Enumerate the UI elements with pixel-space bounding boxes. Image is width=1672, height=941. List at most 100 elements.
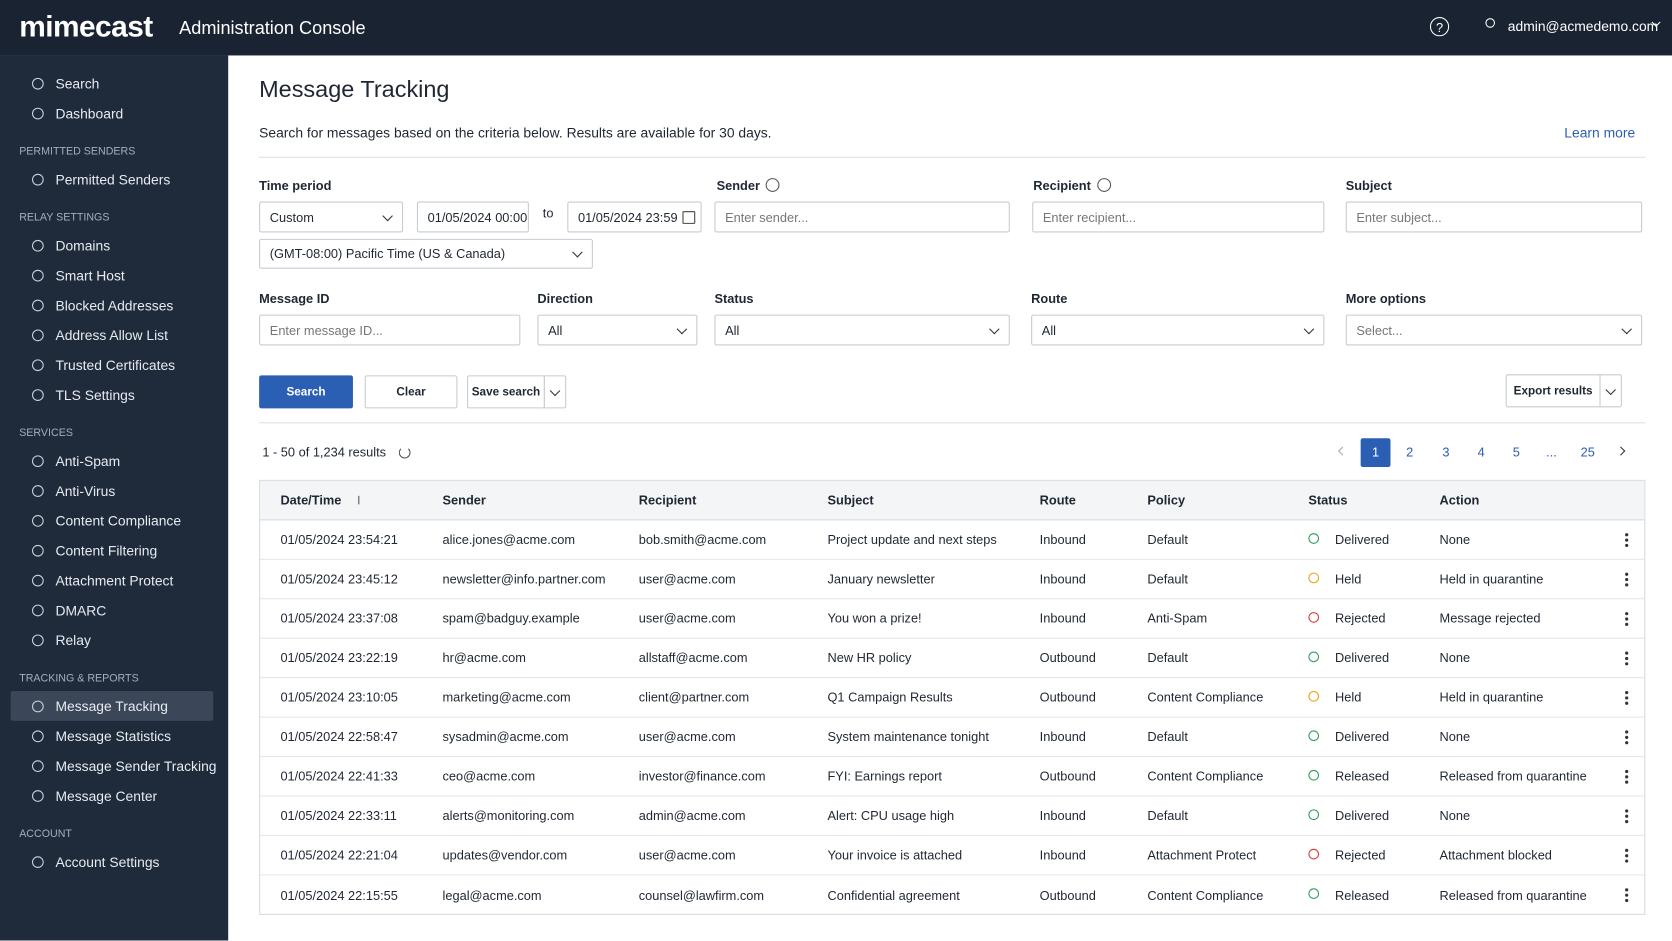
- row-menu[interactable]: [1625, 651, 1629, 667]
- nav-item[interactable]: Dashboard: [11, 98, 214, 128]
- nav-item[interactable]: Trusted Certificates: [11, 350, 214, 380]
- nav-item[interactable]: Content Compliance: [11, 505, 214, 535]
- refresh-icon[interactable]: [398, 446, 411, 459]
- table-row[interactable]: 01/05/2024 23:22:19 hr@acme.com allstaff@a…: [260, 639, 1645, 679]
- field-label: Route: [1031, 291, 1068, 307]
- button[interactable]: [1599, 374, 1622, 408]
- dropdown[interactable]: All: [1031, 314, 1325, 346]
- nav-item[interactable]: Message Center: [11, 781, 214, 811]
- text-input[interactable]: Enter recipient...: [1032, 201, 1325, 233]
- text-input[interactable]: 01/05/2024 23:59: [567, 201, 702, 233]
- table-row[interactable]: 01/05/2024 23:54:21 alice.jones@acme.com b…: [260, 520, 1645, 560]
- status-icon: [1308, 848, 1320, 860]
- table-cell: 01/05/2024 22:41:33: [280, 768, 398, 784]
- nav-item[interactable]: Account Settings: [11, 847, 214, 877]
- row-menu[interactable]: [1625, 533, 1629, 548]
- row-menu[interactable]: [1625, 730, 1629, 745]
- table-cell: Content Compliance: [1147, 887, 1264, 903]
- nav-item[interactable]: Address Allow List: [11, 320, 214, 350]
- table-cell: allstaff@acme.com: [638, 650, 748, 666]
- row-menu[interactable]: [1625, 809, 1629, 824]
- table-row[interactable]: 01/05/2024 22:21:04 updates@vendor.com use…: [260, 836, 1645, 876]
- nav-item[interactable]: Search: [11, 68, 214, 98]
- page-button[interactable]: 3: [1442, 444, 1450, 460]
- nav-item[interactable]: Content Filtering: [11, 535, 214, 565]
- table-cell: None: [1439, 650, 1471, 666]
- page-button[interactable]: 5: [1512, 444, 1520, 460]
- page-button[interactable]: 4: [1477, 444, 1485, 460]
- nav-item[interactable]: Message Sender Tracking: [11, 751, 216, 781]
- page-button[interactable]: 2: [1406, 444, 1414, 460]
- button[interactable]: Save search: [467, 375, 545, 409]
- nav-item[interactable]: Permitted Senders: [11, 164, 214, 194]
- text-input[interactable]: Enter subject...: [1345, 201, 1643, 233]
- nav-item[interactable]: Attachment Protect: [11, 565, 214, 595]
- column-header[interactable]: Date/Time: [280, 492, 342, 508]
- nav-item[interactable]: DMARC: [11, 595, 214, 625]
- button-label: Save search: [471, 385, 541, 399]
- column-header[interactable]: Action: [1439, 492, 1480, 508]
- button[interactable]: [543, 375, 567, 409]
- row-menu[interactable]: [1625, 612, 1629, 627]
- text-input[interactable]: Enter message ID...: [259, 314, 521, 346]
- menu-dot: [1625, 583, 1629, 587]
- page-button[interactable]: ...: [1546, 444, 1557, 460]
- learn-more-link[interactable]: Learn more: [1564, 124, 1636, 141]
- main-content: Message Tracking Search for messages base…: [228, 55, 1672, 940]
- column-header[interactable]: Subject: [827, 492, 874, 508]
- logo[interactable]: mimecast: [19, 9, 153, 43]
- page-button[interactable]: 1: [1360, 438, 1391, 468]
- nav-item[interactable]: TLS Settings: [11, 380, 214, 410]
- user-menu[interactable]: admin@acmedemo.com: [1507, 18, 1659, 35]
- column-header[interactable]: Sender: [442, 492, 486, 508]
- nav-item[interactable]: Message Tracking: [10, 690, 214, 721]
- nav-icon: [31, 388, 44, 401]
- column-header[interactable]: Route: [1039, 492, 1076, 508]
- nav-label: Address Allow List: [55, 326, 168, 343]
- page-button[interactable]: 25: [1580, 444, 1595, 460]
- help-icon[interactable]: ?: [1429, 17, 1450, 37]
- table-row[interactable]: 01/05/2024 22:41:33 ceo@acme.com investor@…: [260, 757, 1645, 797]
- table-row[interactable]: 01/05/2024 23:45:12 newsletter@info.partn…: [260, 560, 1645, 600]
- button[interactable]: Export results: [1505, 374, 1601, 408]
- divider: [259, 156, 1646, 158]
- next-page[interactable]: [1616, 446, 1626, 456]
- column-header[interactable]: Recipient: [638, 492, 697, 508]
- table-cell: None: [1439, 532, 1471, 548]
- button[interactable]: Clear: [364, 375, 458, 409]
- status-icon: [1308, 690, 1320, 702]
- nav-item[interactable]: Smart Host: [11, 260, 214, 290]
- table-row[interactable]: 01/05/2024 22:15:55 legal@acme.com counsel…: [260, 875, 1644, 914]
- row-menu[interactable]: [1625, 572, 1629, 588]
- text-input[interactable]: Enter sender...: [714, 201, 1010, 233]
- dropdown[interactable]: All: [537, 314, 698, 346]
- column-header[interactable]: Status: [1308, 492, 1348, 508]
- nav-item[interactable]: Relay: [11, 625, 214, 655]
- dropdown[interactable]: All: [714, 314, 1010, 346]
- table-row[interactable]: 01/05/2024 23:10:05 marketing@acme.com cli…: [260, 678, 1645, 718]
- text-input[interactable]: 01/05/2024 00:00: [416, 201, 529, 233]
- table-row[interactable]: 01/05/2024 22:33:11 alerts@monitoring.com…: [260, 797, 1645, 837]
- row-menu[interactable]: [1625, 769, 1629, 785]
- nav-item[interactable]: Blocked Addresses: [11, 290, 214, 320]
- nav-item[interactable]: Anti-Spam: [11, 446, 214, 476]
- dropdown[interactable]: (GMT-08:00) Pacific Time (US & Canada): [259, 238, 593, 269]
- table-cell: Anti-Spam: [1147, 611, 1208, 626]
- table-row[interactable]: 01/05/2024 22:58:47 sysadmin@acme.com user…: [260, 718, 1645, 758]
- row-menu[interactable]: [1625, 848, 1629, 864]
- nav-item[interactable]: Anti-Virus: [11, 476, 214, 506]
- info-icon: [765, 178, 780, 192]
- input-text: 01/05/2024 00:00: [427, 209, 528, 225]
- table-row[interactable]: 01/05/2024 23:37:08 spam@badguy.example us…: [260, 599, 1645, 639]
- column-header[interactable]: Policy: [1147, 492, 1186, 508]
- prev-page[interactable]: [1337, 446, 1348, 456]
- menu-dot: [1625, 854, 1629, 858]
- table-cell: Held: [1335, 571, 1362, 587]
- row-menu[interactable]: [1625, 888, 1629, 903]
- dropdown[interactable]: Custom: [259, 201, 404, 233]
- button[interactable]: Search: [259, 375, 353, 409]
- dropdown[interactable]: Select...: [1345, 314, 1643, 346]
- nav-item[interactable]: Domains: [11, 230, 214, 260]
- row-menu[interactable]: [1625, 690, 1629, 706]
- nav-item[interactable]: Message Statistics: [11, 721, 214, 751]
